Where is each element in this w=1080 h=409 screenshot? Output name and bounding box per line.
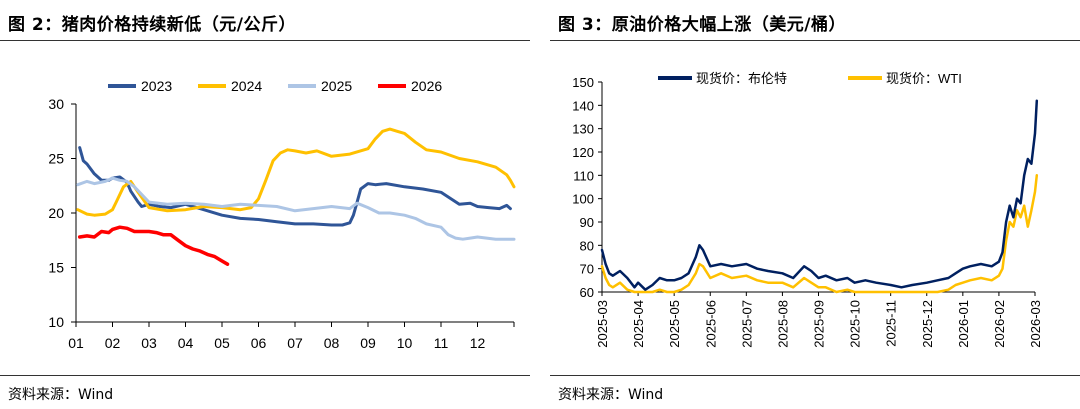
y-tick-label: 140 [572,98,594,113]
x-tick-label: 2025-03 [595,300,610,348]
legend-label-2026: 2026 [411,78,442,94]
oil-price-chart: 60 70 80 90 100 110 120 130 140 150 2025-03 2025-04… [572,71,1043,348]
x-tick-label: 07 [287,335,303,351]
x-tick-label: 03 [141,335,157,351]
y-tick-label: 80 [580,238,594,253]
x-tick-label: 05 [214,335,230,351]
y-tick-label: 110 [573,168,594,183]
series-line-现货价：布伦特 [600,99,1039,291]
x-tick-label: 01 [68,335,84,351]
source-note-oil: 资料来源：Wind [558,387,664,403]
y-tick-label: 25 [48,151,64,167]
x-tick-label: 2026-03 [1028,300,1043,348]
y-tick-label: 130 [572,122,594,137]
y-tick-label: 10 [48,314,64,330]
y-tick-label: 150 [572,75,594,90]
y-tick-label: 100 [572,192,594,207]
title-divider [550,40,1080,41]
series-line-2026 [77,225,230,266]
x-tick-label: 08 [324,335,340,351]
y-tick-label: 30 [48,96,64,112]
x-tick-label: 10 [397,335,413,351]
legend-label-现货价：布伦特: 现货价：布伦特 [696,71,787,86]
legend-label-现货价：WTI: 现货价：WTI [886,71,962,86]
x-tick-label: 2025-06 [703,300,718,348]
chart-title-oil: 图 3：原油价格大幅上涨（美元/桶） [558,15,846,35]
y-tick-label: 70 [580,262,594,277]
legend-label-2024: 2024 [231,78,262,94]
source-note-pork: 资料来源：Wind [8,387,114,403]
legend-label-2025: 2025 [321,78,352,94]
source-divider [0,375,530,376]
x-tick-label: 2025-07 [739,300,754,348]
series-line-现货价：WTI [600,174,1039,294]
x-tick-label: 2026-01 [956,300,971,348]
y-tick-label: 90 [580,215,594,230]
series-line-2025 [76,176,516,241]
x-tick-label: 2025-09 [812,300,827,348]
series-line-2023 [78,146,512,227]
y-tick-label: 120 [572,145,594,160]
x-tick-label: 12 [470,335,486,351]
x-tick-label: 2025-08 [775,300,790,348]
x-tick-label: 2025-05 [667,300,682,348]
panel-pork-price: 图 2：猪肉价格持续新低（元/公斤） 10 15 20 25 30 01 02 03 04 05 0… [0,0,530,409]
x-tick-label: 2025-10 [848,300,863,348]
x-tick-label: 2025-12 [920,300,935,348]
series-line-2024 [76,127,516,217]
y-tick-label: 60 [580,285,594,300]
x-tick-label: 02 [105,335,121,351]
x-tick-label: 2025-11 [884,300,899,347]
x-tick-label: 09 [360,335,376,351]
chart-title-pork: 图 2：猪肉价格持续新低（元/公斤） [8,15,296,35]
panel-oil-price: 图 3：原油价格大幅上涨（美元/桶） 60 70 80 90 100 110 120 130 1… [550,0,1080,409]
x-tick-label: 04 [178,335,194,351]
x-tick-label: 11 [434,335,449,351]
y-tick-label: 15 [48,260,64,276]
source-divider [550,375,1080,376]
legend-label-2023: 2023 [141,78,172,94]
x-tick-label: 2025-04 [631,300,646,348]
y-tick-label: 20 [48,205,64,221]
title-divider [0,40,530,41]
x-tick-label: 06 [251,335,267,351]
x-tick-label: 2026-02 [992,300,1007,348]
